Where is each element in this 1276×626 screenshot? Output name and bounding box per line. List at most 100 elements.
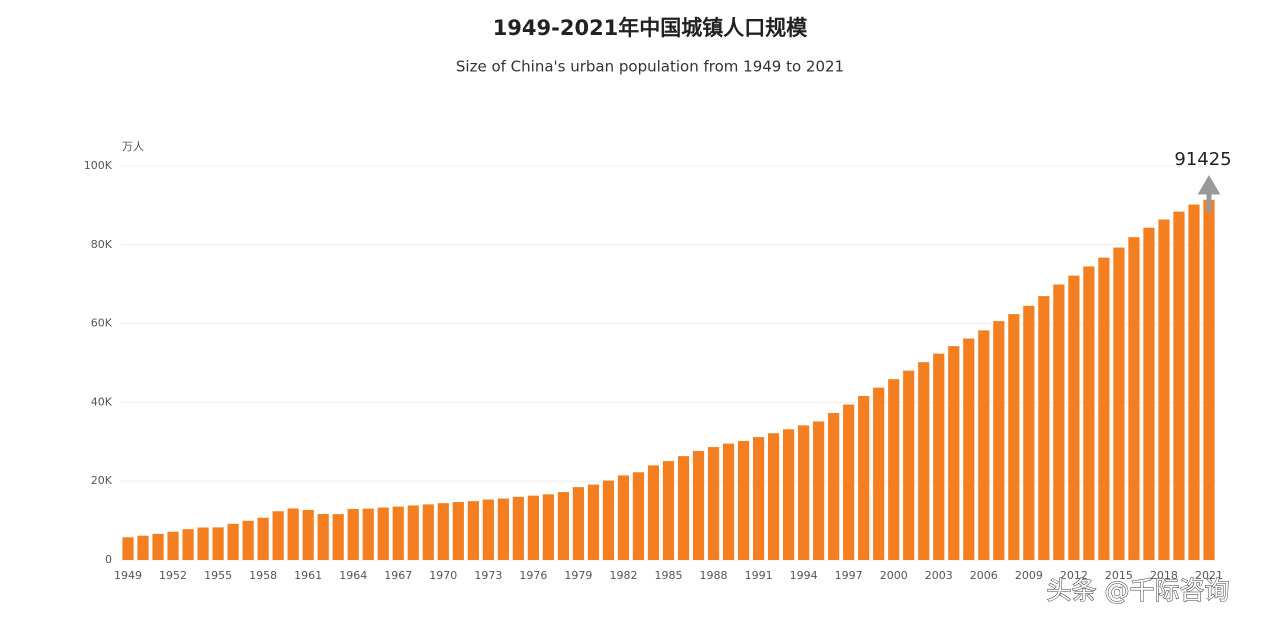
bar — [452, 502, 464, 560]
bar — [182, 529, 194, 560]
bar — [662, 461, 675, 560]
x-tick-label: 1997 — [835, 569, 863, 582]
bar — [1008, 314, 1020, 560]
bar — [918, 362, 930, 560]
x-tick-label: 1958 — [249, 569, 277, 582]
bar — [1143, 227, 1155, 560]
bar — [1188, 204, 1200, 560]
x-tick-label: 1994 — [790, 569, 818, 582]
bar — [617, 475, 630, 560]
x-tick-label: 1988 — [700, 569, 728, 582]
bar — [1203, 199, 1215, 560]
x-tick-label: 2000 — [880, 569, 908, 582]
bar — [212, 527, 224, 560]
bar — [632, 472, 645, 560]
x-tick-label: 1967 — [384, 569, 412, 582]
bar — [422, 504, 434, 560]
bar — [813, 421, 825, 560]
bar — [888, 379, 900, 560]
bar — [828, 413, 840, 560]
x-tick-label: 1952 — [159, 569, 187, 582]
bar — [963, 338, 975, 560]
x-tick-label: 1982 — [609, 569, 637, 582]
bar — [152, 533, 164, 560]
bar — [843, 404, 855, 560]
bar — [332, 514, 344, 560]
x-tick-label: 2006 — [970, 569, 998, 582]
bar — [767, 433, 780, 560]
bar — [798, 425, 810, 560]
y-tick-label: 40K — [91, 395, 113, 408]
bar — [1128, 237, 1140, 561]
bar — [167, 531, 179, 560]
bar — [707, 447, 720, 560]
bar — [467, 501, 479, 560]
bar — [1158, 219, 1170, 560]
bar — [1098, 257, 1110, 560]
x-tick-label: 2021 — [1195, 569, 1223, 582]
chart-subtitle: Size of China's urban population from 19… — [456, 58, 844, 76]
bar — [512, 496, 524, 560]
annotation-arrow — [1197, 175, 1221, 212]
bar — [677, 456, 690, 560]
x-tick-label: 1955 — [204, 569, 232, 582]
x-tick-label: 1976 — [519, 569, 547, 582]
bar — [137, 535, 149, 560]
x-tick-label: 1985 — [655, 569, 683, 582]
y-tick-label: 60K — [91, 317, 113, 330]
y-tick-label: 80K — [91, 238, 113, 251]
bar — [257, 517, 269, 560]
bar — [482, 499, 494, 560]
x-tick-label: 2003 — [925, 569, 953, 582]
bar — [122, 537, 134, 560]
bar — [302, 509, 314, 560]
y-tick-label: 20K — [91, 474, 113, 487]
y-tick-label: 100K — [84, 159, 113, 172]
x-tick-label: 1949 — [114, 569, 142, 582]
bar — [948, 346, 960, 560]
bar — [242, 520, 254, 560]
x-tick-label: 1964 — [339, 569, 367, 582]
bar — [557, 492, 570, 560]
bar — [347, 508, 359, 560]
bar — [317, 514, 329, 560]
bar — [197, 527, 209, 560]
bar — [377, 507, 389, 560]
bar — [362, 508, 374, 560]
bar — [437, 503, 449, 560]
bar — [993, 321, 1005, 560]
bar — [497, 498, 509, 560]
bar — [692, 450, 705, 560]
bar — [1023, 305, 1035, 560]
bar — [407, 505, 419, 560]
bar — [752, 437, 765, 560]
y-axis-unit: 万人 — [122, 140, 144, 153]
bar — [572, 487, 585, 560]
x-tick-label: 1991 — [745, 569, 773, 582]
x-tick-label: 1973 — [474, 569, 502, 582]
bar — [287, 508, 299, 560]
bar — [1053, 284, 1065, 560]
bar — [602, 480, 615, 560]
chart-title: 1949-2021年中国城镇人口规模 — [493, 16, 809, 40]
x-tick-label: 1970 — [429, 569, 457, 582]
bar — [1068, 275, 1080, 560]
bar — [978, 330, 990, 560]
bar — [392, 506, 404, 560]
bar — [858, 396, 870, 560]
bar — [527, 495, 539, 560]
bar — [1113, 247, 1125, 561]
bar — [873, 387, 885, 560]
bar — [722, 443, 735, 560]
x-tick-label: 2018 — [1150, 569, 1178, 582]
bar — [587, 484, 600, 560]
x-tick-label: 2012 — [1060, 569, 1088, 582]
watermark: 头条 @千际咨询 — [1047, 576, 1230, 605]
bar — [933, 353, 945, 560]
x-tick-label: 2009 — [1015, 569, 1043, 582]
y-tick-label: 0 — [105, 553, 112, 566]
bar — [542, 494, 554, 560]
bar — [783, 429, 795, 560]
x-tick-label: 1961 — [294, 569, 322, 582]
